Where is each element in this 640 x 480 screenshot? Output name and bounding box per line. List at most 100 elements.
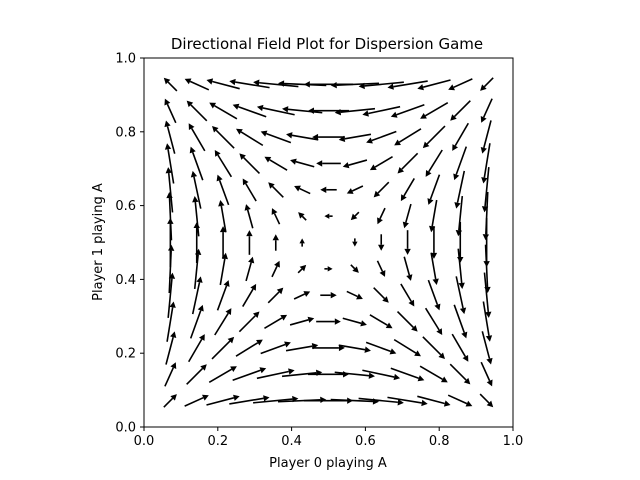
field-arrow xyxy=(430,252,439,285)
field-arrow xyxy=(299,238,305,247)
y-axis-label: Player 1 playing A xyxy=(91,183,106,301)
field-arrow xyxy=(454,170,466,209)
field-arrow xyxy=(481,331,493,365)
field-arrow xyxy=(365,341,397,355)
field-arrow xyxy=(163,394,177,408)
field-arrow xyxy=(282,106,323,114)
plot-frame xyxy=(143,57,514,428)
field-arrow xyxy=(346,290,363,300)
field-arrow xyxy=(186,100,208,122)
field-arrow xyxy=(245,256,255,282)
field-arrow xyxy=(400,283,415,307)
field-arrow xyxy=(187,334,205,363)
field-arrow xyxy=(402,203,412,229)
field-arrow xyxy=(455,195,464,237)
field-arrow xyxy=(294,185,311,195)
field-arrow xyxy=(320,186,337,193)
field-arrow xyxy=(307,371,350,378)
y-tick-label: 0.0 xyxy=(115,421,136,436)
field-arrow xyxy=(373,181,390,198)
field-arrow xyxy=(184,394,209,407)
field-arrow xyxy=(214,308,232,336)
field-arrow xyxy=(206,394,240,406)
field-arrow xyxy=(324,213,333,219)
field-arrow xyxy=(452,122,470,151)
field-arrow xyxy=(350,264,359,273)
field-arrow xyxy=(164,362,177,387)
x-tick-label: 0.0 xyxy=(134,434,155,449)
y-tick-label: 0.2 xyxy=(115,347,136,362)
field-arrow xyxy=(192,196,200,237)
field-arrow xyxy=(424,307,443,335)
field-arrow xyxy=(390,103,425,118)
field-arrow xyxy=(189,304,204,339)
field-arrow xyxy=(376,260,386,277)
field-arrow xyxy=(193,248,202,290)
y-axis: 0.0 0.2 0.4 0.6 0.8 1.0 xyxy=(115,52,144,436)
field-arrow xyxy=(232,367,267,382)
y-tick-label: 0.6 xyxy=(115,199,136,214)
field-arrow xyxy=(387,396,428,407)
field-arrow xyxy=(286,132,319,141)
field-arrow xyxy=(455,276,467,315)
field-arrow xyxy=(483,272,492,318)
field-arrow xyxy=(334,107,376,116)
field-arrow xyxy=(193,221,200,264)
field-arrow xyxy=(480,98,493,123)
field-arrow xyxy=(366,130,397,144)
field-arrow xyxy=(362,369,401,381)
field-arrow xyxy=(298,212,307,221)
field-arrow xyxy=(330,81,380,89)
field-arrow xyxy=(216,174,230,206)
field-arrow xyxy=(482,191,490,241)
y-tick-label: 0.4 xyxy=(115,273,136,288)
field-arrow xyxy=(350,211,360,221)
field-arrow xyxy=(229,78,270,89)
field-arrow xyxy=(166,301,176,342)
field-arrow xyxy=(212,126,235,149)
field-arrow xyxy=(479,393,494,408)
field-arrow xyxy=(393,338,421,357)
field-arrow xyxy=(404,230,411,255)
field-arrow xyxy=(219,252,228,286)
x-axis-label: Player 0 playing A xyxy=(269,456,387,471)
field-arrow xyxy=(324,266,333,272)
field-arrow xyxy=(297,264,307,274)
field-arrow xyxy=(218,200,227,233)
field-arrow xyxy=(480,77,494,91)
x-tick-label: 0.6 xyxy=(355,434,376,449)
field-arrow xyxy=(293,291,311,300)
field-arrow xyxy=(417,79,451,91)
field-arrow xyxy=(334,371,375,379)
field-arrow xyxy=(320,292,337,299)
field-arrow xyxy=(238,311,260,333)
field-arrow xyxy=(256,368,295,380)
field-arrow xyxy=(206,78,240,90)
field-arrow xyxy=(235,339,263,357)
field-arrow xyxy=(214,150,233,178)
x-tick-label: 0.4 xyxy=(281,434,302,449)
field-arrow xyxy=(267,287,284,304)
field-arrow xyxy=(312,344,345,352)
field-arrow xyxy=(289,316,315,326)
field-arrow xyxy=(338,133,372,142)
field-arrow xyxy=(358,397,404,406)
field-arrow xyxy=(430,226,438,259)
field-arrow xyxy=(211,336,235,360)
field-arrow xyxy=(419,365,448,383)
field-arrow xyxy=(164,143,175,184)
field-arrow xyxy=(362,105,401,117)
field-arrow xyxy=(260,130,292,144)
field-arrow xyxy=(346,185,364,194)
field-arrow xyxy=(190,170,202,209)
field-arrow xyxy=(264,156,288,171)
field-arrow xyxy=(229,395,270,405)
field-arrow xyxy=(358,81,404,90)
field-arrow xyxy=(219,226,227,259)
field-arrow xyxy=(480,120,492,154)
field-arrow xyxy=(209,102,238,120)
field-arrow xyxy=(253,79,299,88)
field-arrow xyxy=(260,341,291,355)
field-arrow xyxy=(256,104,295,116)
